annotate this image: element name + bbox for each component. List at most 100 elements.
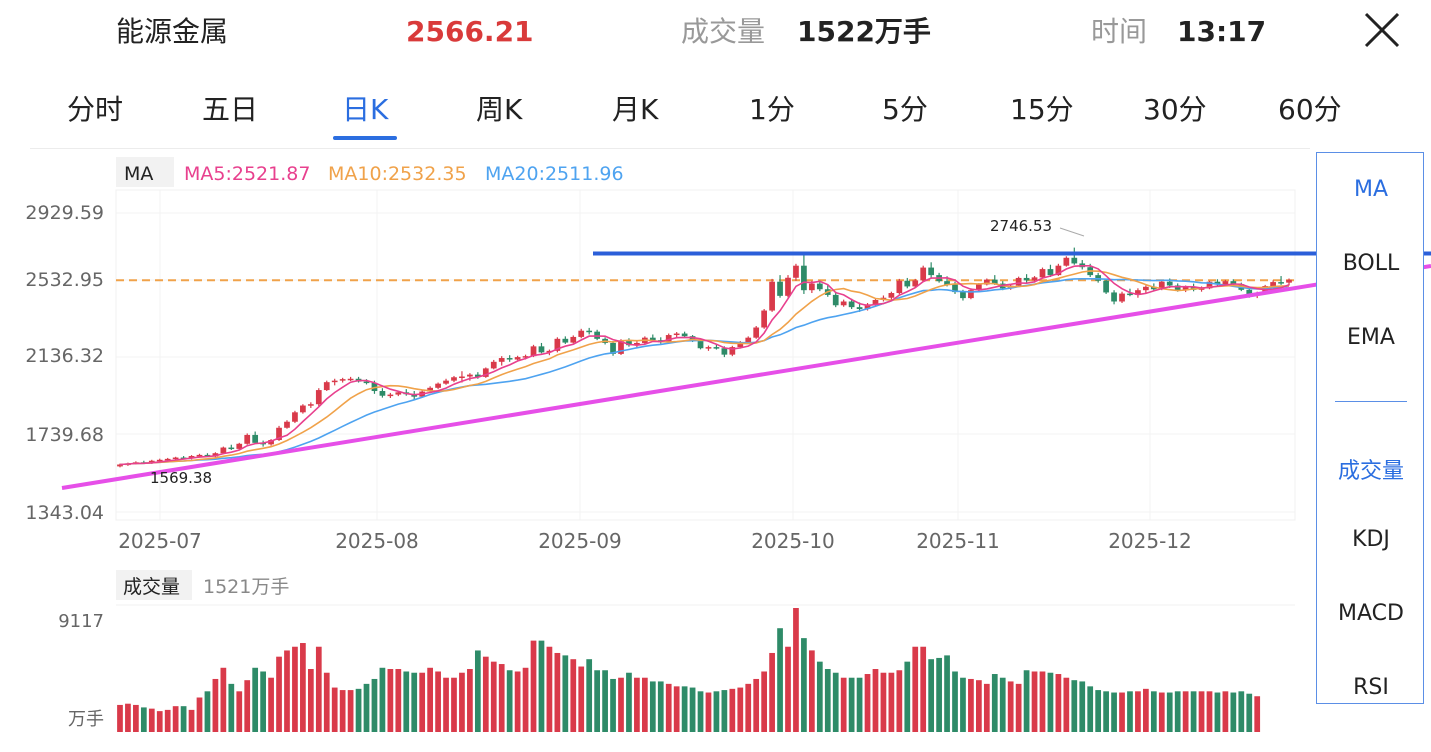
candle-body <box>1278 282 1284 284</box>
candle <box>888 291 895 300</box>
candle <box>578 328 585 339</box>
candle <box>482 367 489 378</box>
candle <box>1286 278 1292 286</box>
close-icon[interactable] <box>1362 10 1402 50</box>
candle-body <box>1111 292 1117 302</box>
tab-15min[interactable]: 15分 <box>1010 93 1074 126</box>
volume-bar <box>626 672 632 732</box>
candle-body <box>379 391 386 396</box>
candle-body <box>1135 290 1141 295</box>
volume-bar <box>387 669 394 732</box>
volume-bar <box>133 704 139 732</box>
volume-bar <box>379 667 386 732</box>
candle-body <box>490 361 497 369</box>
candle <box>1015 276 1022 287</box>
volume-bar <box>196 697 203 732</box>
candle <box>339 377 346 383</box>
indicator-ema[interactable]: EMA <box>1347 325 1395 350</box>
volume-bar <box>363 683 370 732</box>
tab-wuri[interactable]: 五日 <box>202 93 259 126</box>
volume-bar <box>816 661 823 732</box>
volume-bar <box>443 677 449 732</box>
volume-bar <box>570 659 577 732</box>
indicator-volume[interactable]: 成交量 <box>1337 459 1404 484</box>
candle <box>347 376 354 382</box>
tab-5min[interactable]: 5分 <box>882 93 928 126</box>
volume-bar <box>641 677 648 732</box>
tab-30min[interactable]: 30分 <box>1143 93 1207 126</box>
candle <box>268 439 274 446</box>
candle-body <box>498 358 505 362</box>
quote-header: 能源金属 2566.21 成交量 1522万手 时间 13:17 <box>0 0 1431 68</box>
volume-bar <box>1103 691 1109 732</box>
y-tick-label: 1739.68 <box>25 424 104 446</box>
tab-1min[interactable]: 1分 <box>749 93 795 126</box>
x-tick-label: 2025-12 <box>1108 529 1192 553</box>
candle-body <box>904 280 911 287</box>
tab-monthly-k[interactable]: 月K <box>612 93 659 126</box>
candle <box>705 345 712 351</box>
tab-60min[interactable]: 60分 <box>1278 93 1342 126</box>
volume-bar <box>1127 691 1133 732</box>
indicator-boll[interactable]: BOLL <box>1342 251 1400 276</box>
kline-chart[interactable]: MA MA5:2521.87 MA10:2532.35 MA20:2511.96… <box>0 150 1431 752</box>
ma-legend-box <box>116 157 174 187</box>
candle-body <box>188 456 195 459</box>
volume-bar <box>705 692 712 732</box>
candle-body <box>1031 277 1038 281</box>
indicator-ma[interactable]: MA <box>1353 177 1389 202</box>
volume-bar <box>1254 696 1261 732</box>
candle-body <box>268 440 274 445</box>
high-annotation-leader <box>1059 227 1085 237</box>
candle-body <box>300 405 306 413</box>
volume-bar <box>339 690 346 732</box>
candle-body <box>395 392 402 395</box>
candle-body <box>1182 286 1189 291</box>
candle-body <box>808 283 815 291</box>
volume-bar <box>999 677 1006 732</box>
candle-body <box>1015 277 1022 286</box>
volume-bar <box>602 670 608 732</box>
candle-body <box>1127 293 1133 296</box>
candle-body <box>148 460 155 464</box>
volume-bar <box>673 686 680 732</box>
volume-bar <box>188 709 195 732</box>
candle <box>769 278 775 312</box>
candle-body <box>626 341 632 346</box>
candle-body <box>427 387 433 392</box>
ma20-legend: MA20:2511.96 <box>485 163 624 185</box>
candle <box>1143 285 1149 294</box>
candle-body <box>1023 277 1030 281</box>
candle <box>236 442 243 451</box>
volume-bar <box>522 667 529 732</box>
candle-body <box>1063 257 1070 266</box>
candle-body <box>459 376 465 379</box>
candle-body <box>530 346 537 357</box>
indicator-macd[interactable]: MACD <box>1338 601 1404 626</box>
candle-body <box>816 283 823 290</box>
volume-bar <box>936 657 942 732</box>
candle-body <box>840 301 847 306</box>
tab-fenshi[interactable]: 分时 <box>67 93 124 126</box>
candle-body <box>164 458 171 461</box>
candle <box>554 337 561 353</box>
volume-bar <box>546 646 553 732</box>
ma5-legend: MA5:2521.87 <box>184 163 310 185</box>
volume-bar <box>212 678 219 732</box>
volume-bar <box>896 670 903 732</box>
volume-bar <box>681 686 688 732</box>
indicator-kdj[interactable]: KDJ <box>1352 527 1390 552</box>
candle-body <box>864 304 871 310</box>
volume-bar <box>777 628 783 732</box>
volume-bar <box>538 640 545 732</box>
candle <box>761 309 768 329</box>
indicator-rsi[interactable]: RSI <box>1353 675 1389 700</box>
candle <box>801 253 807 294</box>
tab-daily-k[interactable]: 日K <box>342 93 389 126</box>
candle <box>1079 260 1086 270</box>
volume-bar <box>506 670 513 732</box>
volume-bar <box>355 688 362 732</box>
time-label: 时间 <box>1091 15 1148 48</box>
tab-weekly-k[interactable]: 周K <box>476 93 523 126</box>
ma5-line <box>119 264 1290 466</box>
